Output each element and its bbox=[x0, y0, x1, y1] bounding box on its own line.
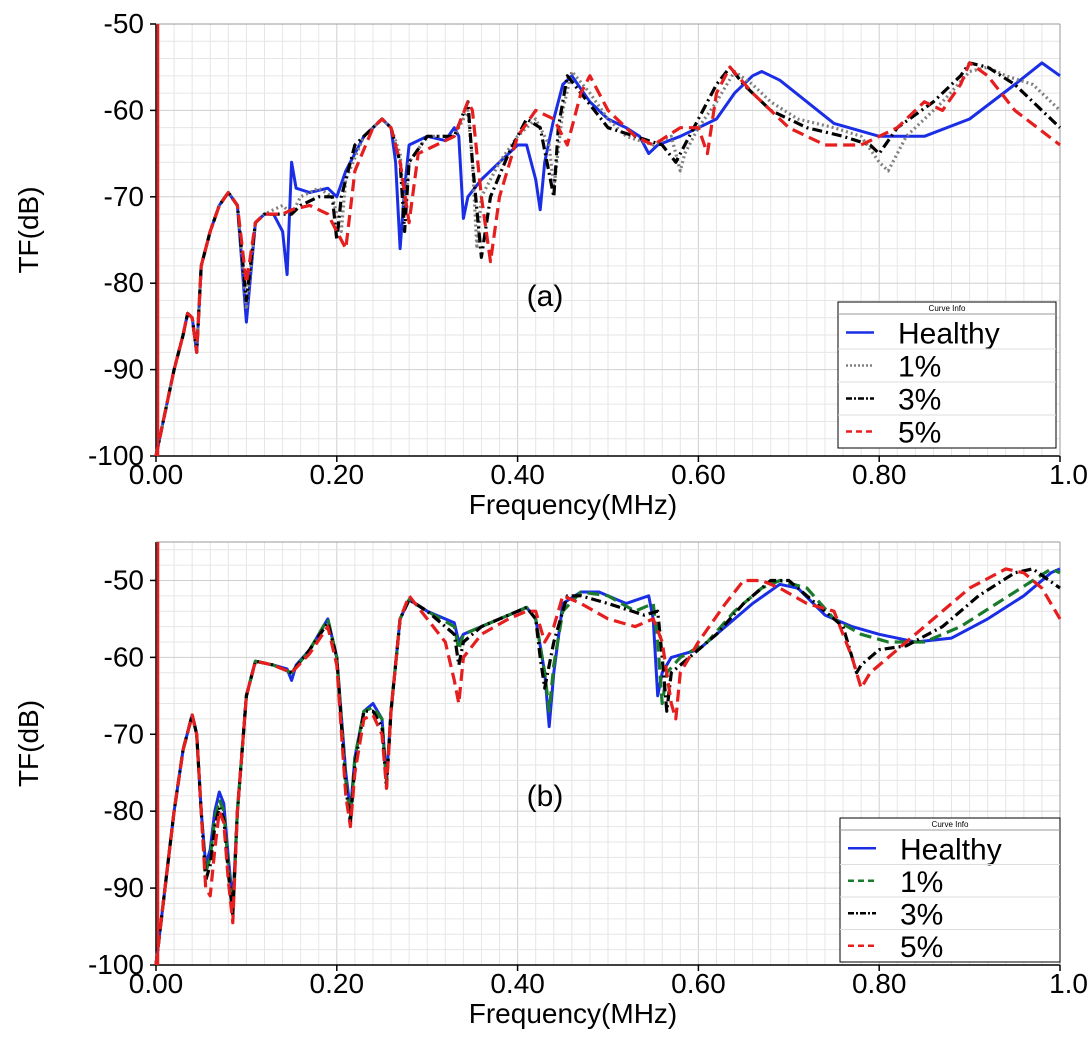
y-tick-label: -50 bbox=[104, 564, 144, 595]
legend-item-label: 3% bbox=[898, 384, 941, 417]
y-axis-title: TF(dB) bbox=[13, 186, 44, 273]
series-line-5pct bbox=[154, 567, 1062, 966]
y-axis-title: TF(dB) bbox=[13, 700, 44, 787]
y-tick-label: -80 bbox=[104, 267, 144, 298]
x-tick-label: 0.40 bbox=[490, 968, 545, 999]
y-tick-label: -50 bbox=[104, 8, 144, 39]
y-tick-label: -90 bbox=[104, 872, 144, 903]
x-tick-label: 0.60 bbox=[671, 459, 726, 490]
x-tick-label: 0.20 bbox=[310, 459, 365, 490]
legend-item-label: 1% bbox=[898, 351, 941, 384]
legend-item-label: 1% bbox=[900, 866, 943, 899]
legend-item-label: 5% bbox=[900, 931, 943, 964]
y-tick-label: -100 bbox=[88, 949, 144, 980]
y-tick-label: -60 bbox=[104, 94, 144, 125]
x-tick-label: 0.20 bbox=[310, 968, 365, 999]
x-tick-label: 0.00 bbox=[129, 968, 184, 999]
x-tick-label: 0.40 bbox=[490, 459, 545, 490]
series-line-5pct bbox=[154, 61, 1061, 457]
x-tick-label: 0.00 bbox=[129, 459, 184, 490]
chart-panel-a: -50 -60 -70 -80 -90 -100 0.00 0.20 0.40 0.60 0.80 1… bbox=[13, 8, 1088, 520]
legend-title: Curve Info bbox=[929, 304, 966, 313]
y-tick-label: -60 bbox=[104, 641, 144, 672]
series-line-3pct bbox=[154, 61, 1062, 457]
panel-label: (a) bbox=[527, 280, 564, 313]
series-line-3pct bbox=[154, 567, 1061, 966]
legend-title: Curve Info bbox=[932, 820, 969, 829]
x-axis-title: Frequency(MHz) bbox=[469, 998, 677, 1029]
x-tick-label: 0.80 bbox=[852, 968, 907, 999]
legend-box bbox=[837, 301, 1057, 449]
series-group bbox=[154, 567, 1062, 966]
series-group bbox=[154, 61, 1062, 457]
x-axis-title: Frequency(MHz) bbox=[469, 489, 677, 520]
legend-item-label: 3% bbox=[900, 898, 943, 931]
legend-item-label: Healthy bbox=[898, 318, 1000, 351]
legend-box bbox=[839, 817, 1061, 963]
x-tick-label: 1.0 bbox=[1049, 968, 1088, 999]
chart-panel-b: -50 -60 -70 -80 -90 -100 0.00 0.20 0.40 0.60 0.80 1… bbox=[0, 522, 1089, 1044]
legend-item-label: Healthy bbox=[900, 833, 1002, 866]
x-tick-label: 1.0 bbox=[1049, 459, 1088, 490]
y-tick-label: -90 bbox=[104, 354, 144, 385]
y-tick-label: -80 bbox=[104, 795, 144, 826]
legend-item-label: 5% bbox=[898, 417, 941, 450]
x-tick-label: 0.80 bbox=[852, 459, 907, 490]
y-tick-label: -100 bbox=[88, 440, 144, 471]
y-tick-label: -70 bbox=[104, 181, 144, 212]
x-tick-label: 0.60 bbox=[671, 968, 726, 999]
y-tick-label: -70 bbox=[104, 718, 144, 749]
panel-label: (b) bbox=[527, 780, 564, 813]
